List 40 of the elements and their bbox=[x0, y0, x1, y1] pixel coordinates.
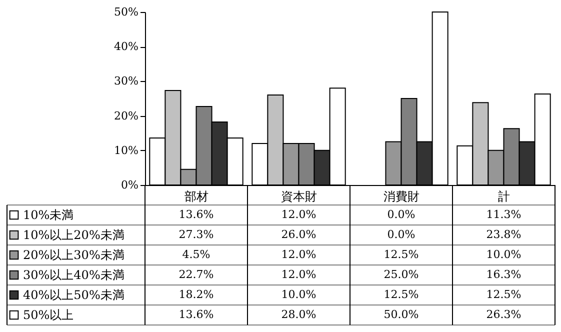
legend-label: 10%未満 bbox=[23, 208, 74, 222]
y-tick-label: 20% bbox=[114, 109, 138, 122]
x-tick-label: 消費財 bbox=[383, 190, 420, 204]
data-label: 16.3% bbox=[486, 268, 522, 281]
data-label: 4.5% bbox=[182, 248, 210, 261]
data-label: 12.0% bbox=[281, 248, 316, 261]
y-tick-label: 30% bbox=[114, 74, 138, 88]
data-label: 25.0% bbox=[384, 268, 419, 281]
x-tick-label: 部材 bbox=[184, 190, 208, 204]
legend-label: 40%以上50%未満 bbox=[23, 288, 124, 302]
legend-label: 20%以上30%未満 bbox=[23, 248, 124, 262]
y-tick-label: 0% bbox=[121, 178, 138, 192]
data-label: 10.0% bbox=[486, 248, 522, 261]
x-tick-label: 計 bbox=[498, 190, 510, 204]
data-label: 10.0% bbox=[281, 288, 316, 301]
data-label: 27.3% bbox=[178, 228, 214, 241]
y-tick-label: 10% bbox=[114, 144, 138, 157]
data-label: 12.5% bbox=[486, 288, 522, 301]
data-label: 0.0% bbox=[387, 228, 416, 241]
legend-label: 50%以上 bbox=[23, 308, 74, 322]
data-label: 11.3% bbox=[486, 208, 522, 221]
data-label: 12.5% bbox=[384, 248, 419, 261]
data-label: 28.0% bbox=[281, 308, 316, 321]
data-label: 18.2% bbox=[178, 288, 214, 301]
data-label: 26.0% bbox=[281, 228, 316, 241]
y-tick-label: 40% bbox=[114, 40, 138, 54]
y-tick-label: 50% bbox=[114, 6, 138, 18]
data-label: 13.6% bbox=[178, 308, 214, 321]
data-label: 26.3% bbox=[486, 308, 522, 321]
legend-label: 10%以上20%未満 bbox=[23, 228, 124, 242]
data-label: 23.8% bbox=[486, 228, 522, 241]
data-label: 13.6% bbox=[178, 208, 214, 221]
data-label: 50.0% bbox=[384, 308, 419, 321]
data-label: 12.5% bbox=[384, 288, 419, 301]
legend-label: 30%以上40%未満 bbox=[23, 268, 124, 282]
x-tick-label: 資本財 bbox=[280, 190, 317, 204]
data-label: 0.0% bbox=[387, 208, 416, 221]
data-label: 12.0% bbox=[281, 208, 316, 221]
data-label: 12.0% bbox=[281, 268, 316, 281]
data-label: 22.7% bbox=[178, 268, 214, 281]
